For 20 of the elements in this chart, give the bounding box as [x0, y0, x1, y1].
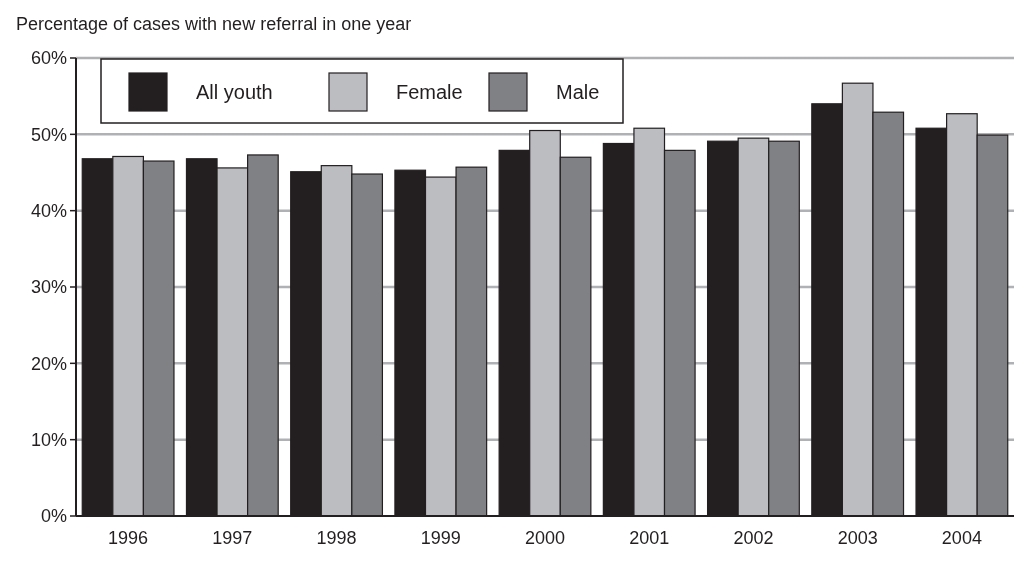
- y-tick-label: 40%: [30, 200, 67, 221]
- y-tick-label: 10%: [30, 429, 67, 450]
- legend-label: Male: [556, 81, 600, 103]
- x-tick-label: 2002: [733, 528, 774, 548]
- x-tick-label: 2000: [524, 528, 566, 548]
- x-tick-label: 2004: [941, 528, 982, 548]
- y-tick-label: 30%: [30, 277, 67, 298]
- x-tick-label: 1996: [108, 528, 149, 548]
- y-tick-label: 0%: [40, 506, 67, 527]
- chart-title: Percentage of cases with new referral in one year: [16, 14, 412, 34]
- x-tick-label: 1997: [212, 528, 253, 548]
- legend-label: Female: [396, 81, 463, 103]
- x-tick-label: 1999: [420, 528, 461, 548]
- legend-label: All youth: [196, 81, 273, 103]
- y-tick-label: 60%: [30, 48, 67, 69]
- x-tick-label: 2001: [629, 528, 670, 548]
- y-tick-label: 20%: [30, 353, 67, 374]
- x-tick-label: 2003: [837, 528, 878, 548]
- y-tick-label: 50%: [30, 124, 67, 145]
- x-tick-label: 1998: [316, 528, 357, 548]
